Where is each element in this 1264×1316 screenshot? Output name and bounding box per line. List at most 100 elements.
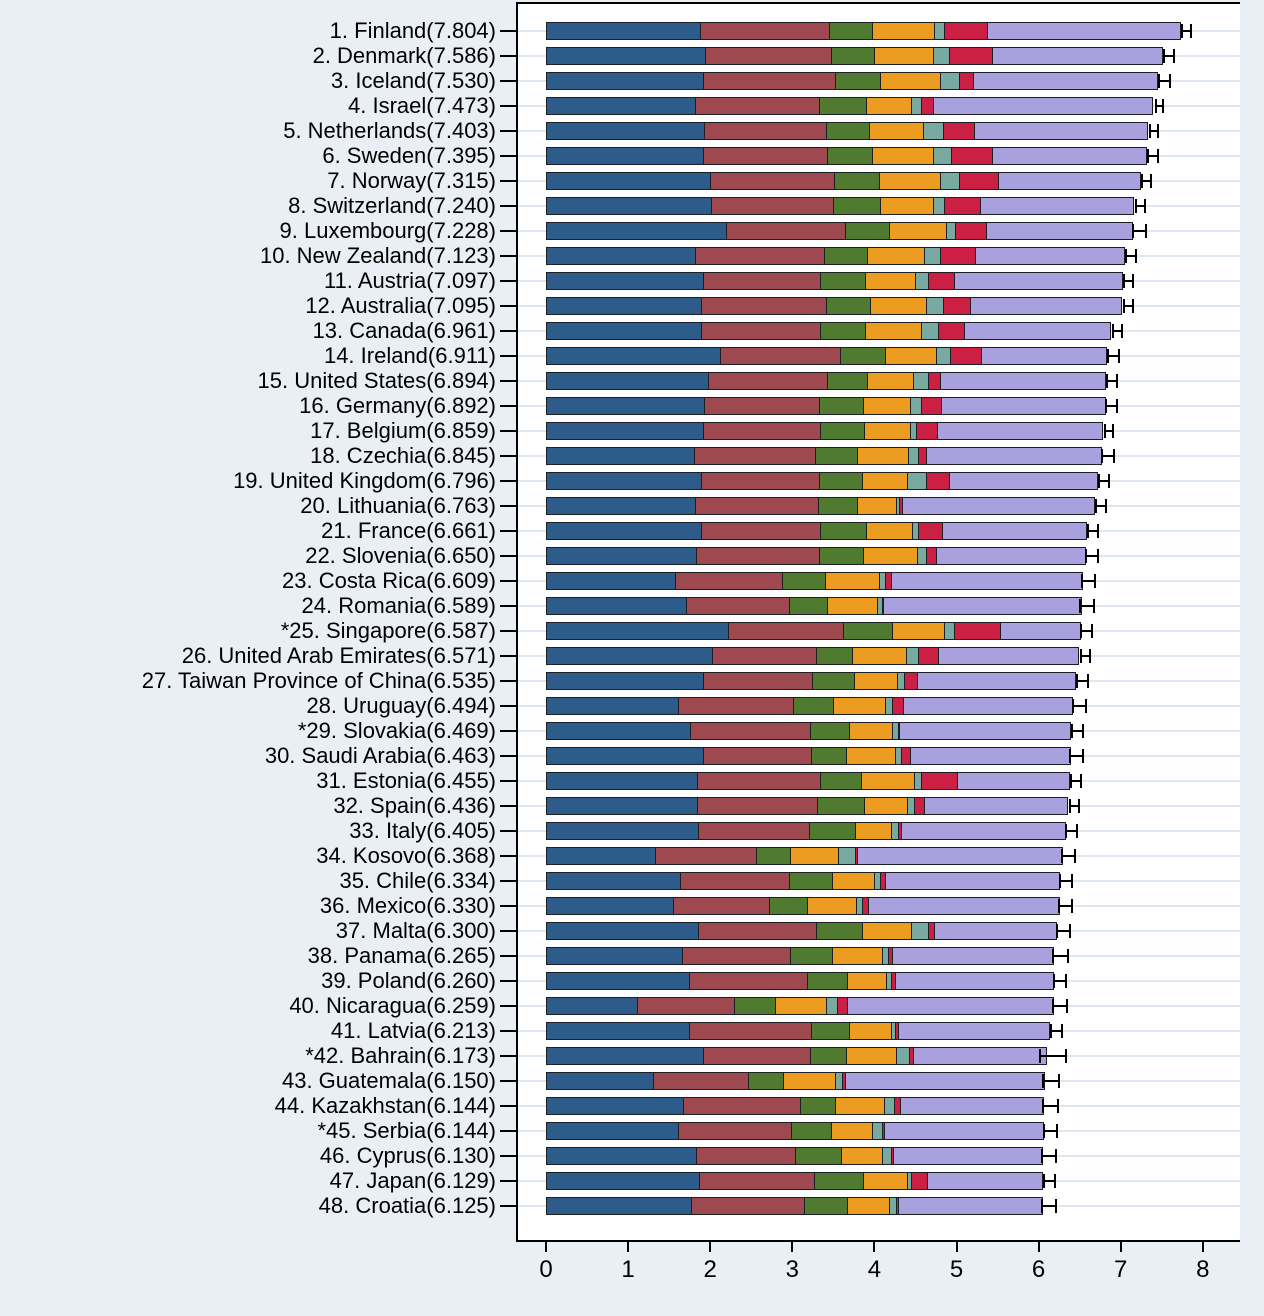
y-tick-mark <box>500 1179 516 1182</box>
country-label: 26. United Arab Emirates(6.571) <box>181 643 496 668</box>
segment-perceptions-of-corruption <box>943 121 976 140</box>
error-bar <box>1069 748 1084 763</box>
stacked-bar <box>546 1196 1043 1215</box>
y-tick-mark <box>500 604 516 607</box>
segment-dystopia-residual <box>986 21 1181 40</box>
error-bar <box>1104 423 1115 438</box>
country-label: 5. Netherlands(7.403) <box>283 118 496 143</box>
bar-track <box>516 268 1264 293</box>
segment-freedom-to-make-life-choices <box>847 971 888 990</box>
segment-social-support <box>681 946 791 965</box>
segment-gdp-per-capita <box>546 1196 692 1215</box>
stacked-bar <box>546 1171 1044 1190</box>
stacked-bar <box>546 821 1066 840</box>
segment-healthy-life-expectancy <box>827 146 874 165</box>
segment-dystopia-residual <box>948 471 1098 490</box>
stacked-bar <box>546 921 1058 940</box>
segment-gdp-per-capita <box>546 321 702 340</box>
segment-social-support <box>700 321 822 340</box>
error-bar <box>1105 398 1119 413</box>
segment-dystopia-residual <box>903 696 1074 715</box>
country-row: 7. Norway(7.315) <box>0 168 1264 193</box>
segment-dystopia-residual <box>899 721 1072 740</box>
segment-freedom-to-make-life-choices <box>849 1021 892 1040</box>
stacked-bar <box>546 96 1154 115</box>
bar-track <box>516 93 1264 118</box>
segment-social-support <box>677 696 795 715</box>
bar-track <box>516 793 1264 818</box>
y-tick-mark <box>500 829 516 832</box>
segment-social-support <box>700 296 827 315</box>
segment-healthy-life-expectancy <box>844 221 890 240</box>
bar-track <box>516 418 1264 443</box>
segment-generosity <box>911 921 929 940</box>
country-label: 8. Switzerland(7.240) <box>288 193 496 218</box>
segment-gdp-per-capita <box>546 1071 655 1090</box>
y-tick-mark <box>500 54 516 57</box>
bar-track <box>516 493 1264 518</box>
segment-freedom-to-make-life-choices <box>789 846 839 865</box>
segment-gdp-per-capita <box>546 621 729 640</box>
bar-track <box>516 318 1264 343</box>
segment-perceptions-of-corruption <box>921 396 942 415</box>
country-label: *25. Singapore(6.587) <box>280 618 496 643</box>
segment-healthy-life-expectancy <box>820 321 867 340</box>
error-bar <box>1147 148 1159 163</box>
segment-social-support <box>690 1196 805 1215</box>
segment-gdp-per-capita <box>546 846 657 865</box>
segment-gdp-per-capita <box>546 1096 684 1115</box>
segment-social-support <box>689 721 811 740</box>
segment-perceptions-of-corruption <box>951 146 994 165</box>
stacked-bar <box>546 246 1125 265</box>
segment-social-support <box>703 271 822 290</box>
segment-gdp-per-capita <box>546 896 675 915</box>
segment-generosity <box>925 296 945 315</box>
segment-gdp-per-capita <box>546 721 691 740</box>
y-tick-mark <box>500 954 516 957</box>
segment-social-support <box>698 1171 816 1190</box>
country-label: 18. Czechia(6.845) <box>310 443 496 468</box>
stacked-bar <box>546 671 1077 690</box>
country-row: 14. Ireland(6.911) <box>0 343 1264 368</box>
country-row: 19. United Kingdom(6.796) <box>0 468 1264 493</box>
country-row: 32. Spain(6.436) <box>0 793 1264 818</box>
bar-track <box>516 1068 1264 1093</box>
segment-social-support <box>697 821 810 840</box>
bar-track <box>516 918 1264 943</box>
country-label: 46. Cyprus(6.130) <box>319 1143 496 1168</box>
segment-gdp-per-capita <box>546 796 698 815</box>
segment-perceptions-of-corruption <box>937 321 965 340</box>
segment-freedom-to-make-life-choices <box>825 571 880 590</box>
y-tick-mark <box>500 1054 516 1057</box>
segment-dystopia-residual <box>936 421 1104 440</box>
segment-healthy-life-expectancy <box>793 696 834 715</box>
segment-freedom-to-make-life-choices <box>862 396 911 415</box>
stacked-bar <box>546 646 1080 665</box>
y-tick-mark <box>500 754 516 757</box>
segment-perceptions-of-corruption <box>954 221 987 240</box>
stacked-bar <box>546 596 1082 615</box>
stacked-bar <box>546 346 1108 365</box>
segment-social-support <box>695 96 821 115</box>
stacked-bar <box>546 696 1074 715</box>
segment-healthy-life-expectancy <box>791 1121 832 1140</box>
stacked-bar <box>546 421 1104 440</box>
segment-freedom-to-make-life-choices <box>872 146 935 165</box>
segment-healthy-life-expectancy <box>829 21 874 40</box>
segment-gdp-per-capita <box>546 546 698 565</box>
segment-freedom-to-make-life-choices <box>867 371 914 390</box>
segment-freedom-to-make-life-choices <box>861 471 909 490</box>
segment-freedom-to-make-life-choices <box>841 1146 883 1165</box>
segment-gdp-per-capita <box>546 1121 679 1140</box>
segment-generosity <box>923 121 945 140</box>
segment-dystopia-residual <box>847 996 1054 1015</box>
country-row: 5. Netherlands(7.403) <box>0 118 1264 143</box>
y-tick-mark <box>500 1104 516 1107</box>
country-row: 38. Panama(6.265) <box>0 943 1264 968</box>
bar-track <box>516 293 1264 318</box>
stacked-bar <box>546 571 1083 590</box>
country-row: 20. Lithuania(6.763) <box>0 493 1264 518</box>
segment-freedom-to-make-life-choices <box>855 821 892 840</box>
bar-track <box>516 643 1264 668</box>
segment-dystopia-residual <box>938 646 1080 665</box>
